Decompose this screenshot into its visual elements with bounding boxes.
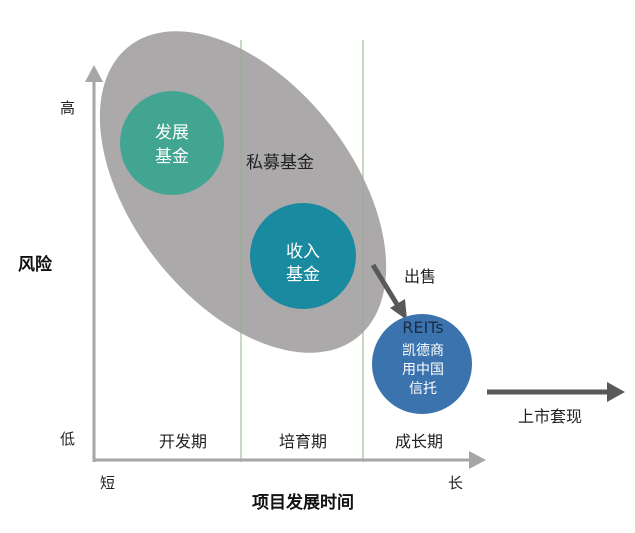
phase-cultivation: 培育期 [279, 432, 327, 451]
sale-arrowhead [390, 299, 407, 320]
x-axis-short: 短 [100, 474, 115, 492]
x-axis-long: 长 [448, 474, 463, 492]
development-fund-line2: 基金 [155, 147, 189, 167]
sale-arrow [370, 263, 401, 308]
reits-circle [372, 314, 472, 414]
phase-growth: 成长期 [395, 432, 443, 451]
phase-development: 开发期 [159, 432, 207, 451]
ipo-arrowhead [607, 382, 625, 402]
income-fund-line1: 收入 [286, 242, 320, 262]
reits-line1: 凯德商 [402, 343, 444, 359]
y-axis-high: 高 [60, 99, 75, 117]
reits-line2: 用中国 [402, 362, 444, 378]
x-axis-label: 项目发展时间 [252, 492, 354, 513]
reits-title: REITs [402, 318, 443, 337]
development-fund-line1: 发展 [155, 123, 189, 143]
reits-line3: 信托 [409, 381, 437, 397]
y-axis-low: 低 [60, 430, 75, 448]
private-fund-label: 私募基金 [246, 153, 314, 173]
income-fund-circle [250, 203, 356, 309]
x-axis-arrowhead [469, 451, 486, 469]
sale-label: 出售 [404, 267, 436, 286]
development-fund-circle [120, 91, 224, 195]
ipo-label: 上市套现 [518, 407, 582, 426]
y-axis-label: 风险 [18, 254, 53, 275]
income-fund-line2: 基金 [286, 265, 320, 285]
y-axis-arrowhead [85, 65, 103, 82]
